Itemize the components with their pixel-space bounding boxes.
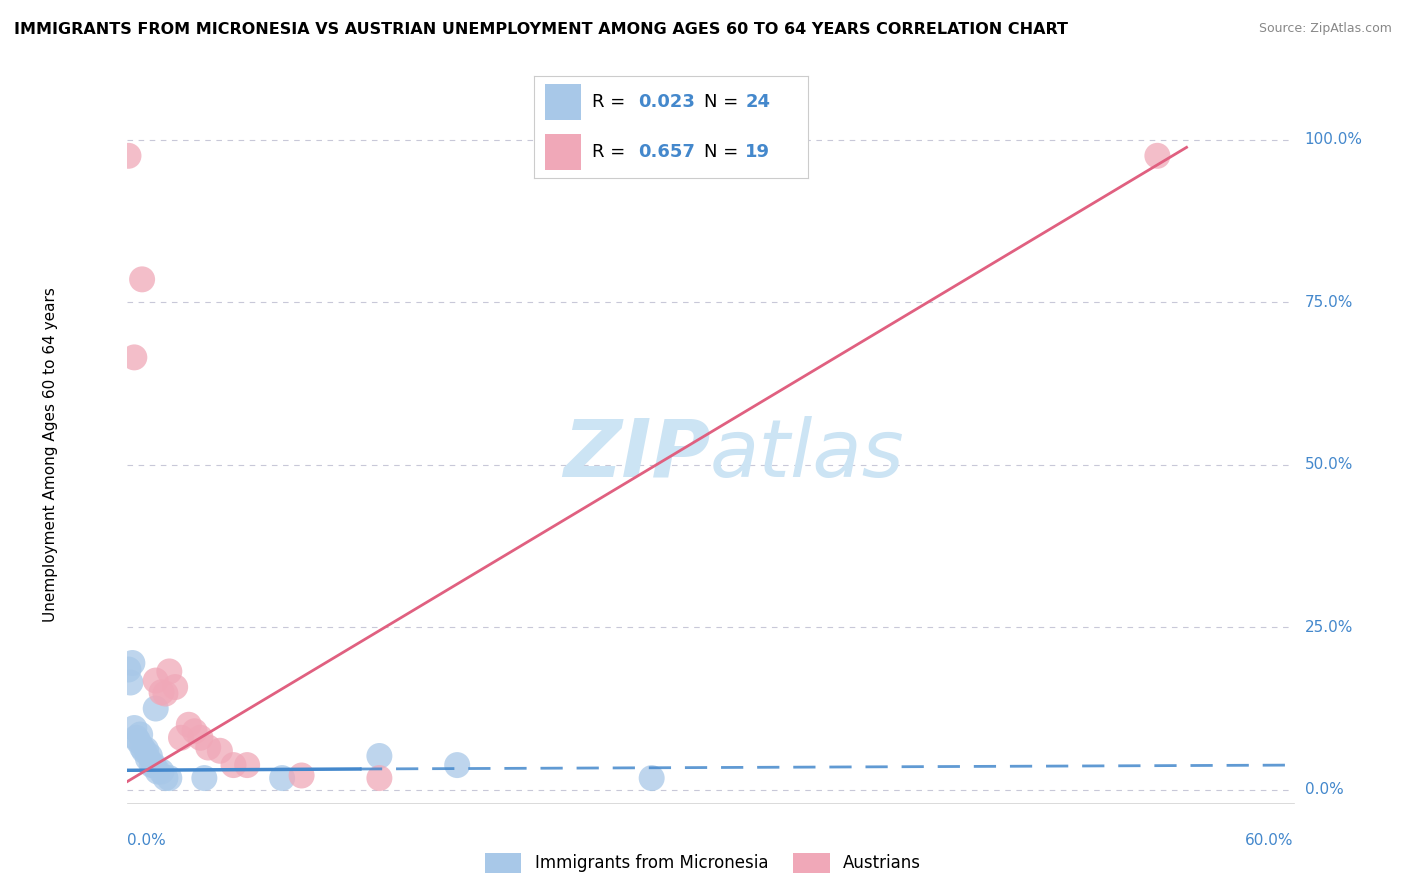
Text: Source: ZipAtlas.com: Source: ZipAtlas.com <box>1258 22 1392 36</box>
Point <box>208 744 231 758</box>
Text: atlas: atlas <box>710 416 905 494</box>
Point <box>641 771 664 785</box>
Point <box>139 749 162 764</box>
Point <box>136 751 159 765</box>
Text: ZIP: ZIP <box>562 416 710 494</box>
Point <box>155 687 177 701</box>
Point <box>193 771 215 785</box>
Text: R =: R = <box>592 144 631 161</box>
Point <box>129 727 152 741</box>
Point <box>157 771 180 785</box>
Point <box>271 771 294 785</box>
Point <box>177 718 200 732</box>
Point <box>150 685 173 699</box>
Point <box>127 734 149 748</box>
Point <box>155 771 177 785</box>
Point <box>121 656 143 670</box>
Text: 0.023: 0.023 <box>638 93 696 111</box>
Point <box>131 272 153 286</box>
Point <box>368 771 391 785</box>
Point <box>236 758 259 772</box>
Text: Unemployment Among Ages 60 to 64 years: Unemployment Among Ages 60 to 64 years <box>42 287 58 623</box>
Text: N =: N = <box>704 144 744 161</box>
Point <box>141 758 163 772</box>
Text: R =: R = <box>592 93 631 111</box>
Text: 0.0%: 0.0% <box>1305 782 1343 797</box>
Point <box>165 680 187 694</box>
Text: IMMIGRANTS FROM MICRONESIA VS AUSTRIAN UNEMPLOYMENT AMONG AGES 60 TO 64 YEARS CO: IMMIGRANTS FROM MICRONESIA VS AUSTRIAN U… <box>14 22 1069 37</box>
Bar <box>546 135 581 170</box>
Point <box>146 764 169 779</box>
Point <box>132 744 155 758</box>
Text: 75.0%: 75.0% <box>1305 294 1353 310</box>
Bar <box>546 84 581 120</box>
Point <box>368 749 391 764</box>
Text: 50.0%: 50.0% <box>1305 458 1353 472</box>
Point <box>117 663 139 677</box>
Legend: Immigrants from Micronesia, Austrians: Immigrants from Micronesia, Austrians <box>478 847 928 880</box>
Point <box>124 351 146 365</box>
Point <box>446 758 468 772</box>
Text: 24: 24 <box>745 93 770 111</box>
Text: 60.0%: 60.0% <box>1246 833 1294 848</box>
Point <box>183 724 205 739</box>
Point <box>290 768 312 782</box>
Point <box>190 731 212 745</box>
Text: N =: N = <box>704 93 744 111</box>
Point <box>145 673 167 688</box>
Point <box>142 758 165 772</box>
Text: 0.657: 0.657 <box>638 144 696 161</box>
Point <box>157 665 180 679</box>
Text: 19: 19 <box>745 144 770 161</box>
Point <box>145 701 167 715</box>
Point <box>1146 149 1168 163</box>
Point <box>125 731 148 745</box>
Text: 0.0%: 0.0% <box>127 833 166 848</box>
Point <box>131 740 153 755</box>
Point <box>124 721 146 735</box>
Text: 100.0%: 100.0% <box>1305 132 1362 147</box>
Point <box>120 675 142 690</box>
Point <box>222 758 245 772</box>
Point <box>150 764 173 779</box>
Point <box>197 740 219 755</box>
Point <box>170 731 193 745</box>
Point <box>135 742 157 756</box>
Point <box>117 149 139 163</box>
Text: 25.0%: 25.0% <box>1305 620 1353 635</box>
